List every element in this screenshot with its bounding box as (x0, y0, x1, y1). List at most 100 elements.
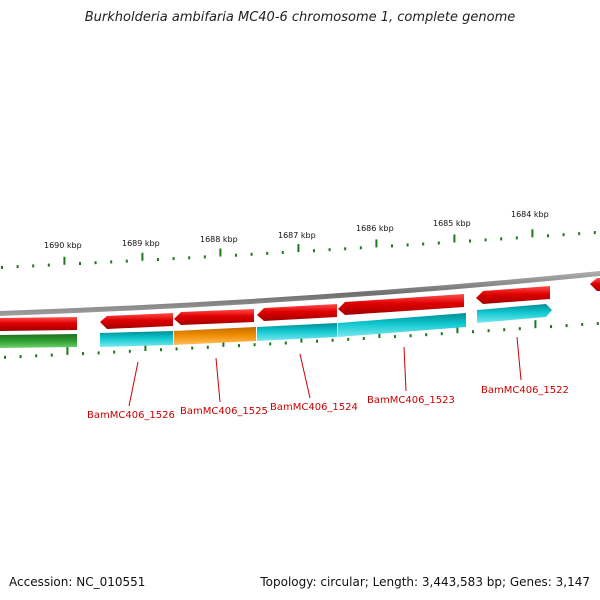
gene-arrow[interactable] (590, 278, 600, 291)
major-tick (453, 234, 456, 243)
gene-arrow[interactable] (174, 309, 254, 325)
gene-label-1525[interactable]: BamMC406_1525 (180, 406, 268, 417)
gene-label-leaders (128, 336, 522, 407)
minor-tick (565, 324, 568, 328)
gene-label-1522[interactable]: BamMC406_1522 (481, 385, 569, 396)
minor-tick (472, 330, 474, 334)
minor-tick (596, 322, 599, 325)
minor-tick (110, 260, 113, 264)
major-tick (456, 325, 459, 334)
gene-arrow[interactable] (257, 304, 337, 321)
minor-tick (94, 261, 97, 265)
minor-tick (581, 323, 584, 326)
gene-arrow[interactable] (0, 317, 77, 331)
minor-tick (125, 259, 128, 263)
scale-label-1684: 1684 kbp (511, 210, 549, 219)
minor-tick (238, 344, 240, 348)
forward-strand-genes (0, 278, 600, 331)
minor-tick (47, 263, 50, 267)
minor-tick (79, 262, 81, 265)
minor-tick (578, 232, 581, 236)
minor-tick (562, 233, 565, 237)
scale-label-1689: 1689 kbp (122, 239, 160, 248)
minor-tick (269, 342, 272, 346)
gene-arrow[interactable] (338, 294, 464, 315)
minor-tick (160, 348, 162, 352)
minor-tick (172, 257, 175, 261)
minor-tick (284, 341, 287, 345)
minor-tick (547, 234, 549, 238)
gene-label-1526[interactable]: BamMC406_1526 (87, 410, 175, 421)
map-title: Burkholderia ambifaria MC40-6 chromosome… (84, 10, 516, 25)
minor-tick (32, 264, 35, 268)
minor-tick (191, 346, 194, 350)
minor-tick (1, 265, 3, 269)
major-tick (219, 248, 222, 257)
minor-tick (593, 231, 596, 235)
genome-backbone (0, 271, 600, 316)
minor-tick (500, 237, 503, 241)
minor-tick (487, 329, 490, 333)
topology-summary: Topology: circular; Length: 3,443,583 bp… (260, 575, 590, 589)
gene-block[interactable] (100, 331, 173, 347)
minor-tick (19, 355, 22, 359)
minor-tick (113, 350, 116, 354)
gene-block-green[interactable] (0, 334, 77, 348)
minor-tick (422, 242, 425, 246)
minor-tick (425, 333, 428, 337)
minor-tick (440, 332, 443, 336)
reverse-strand-genes (0, 304, 552, 348)
minor-tick (409, 334, 412, 338)
minor-tick (206, 345, 209, 349)
scale-label-1686: 1686 kbp (356, 224, 394, 233)
minor-tick (328, 248, 331, 252)
gene-arrow[interactable] (100, 313, 173, 329)
minor-tick (128, 349, 131, 353)
minor-tick (16, 265, 19, 269)
minor-tick (391, 244, 393, 248)
gene-block-highlight[interactable] (174, 327, 256, 345)
minor-tick (235, 253, 237, 257)
minor-tick (266, 251, 269, 255)
minor-tick (331, 338, 334, 342)
gene-label-1523[interactable]: BamMC406_1523 (367, 395, 455, 406)
gene-arrow[interactable] (476, 286, 550, 304)
minor-tick (250, 252, 253, 256)
minor-tick (253, 343, 256, 347)
minor-tick (362, 337, 365, 340)
minor-tick (82, 352, 84, 356)
outer-scale-ticks (1, 229, 596, 269)
major-tick (141, 252, 144, 261)
minor-tick (437, 241, 440, 245)
minor-tick (35, 354, 38, 358)
minor-tick (518, 327, 521, 331)
minor-tick (157, 258, 159, 261)
minor-tick (175, 347, 178, 351)
gene-block[interactable] (338, 313, 466, 337)
minor-tick (359, 246, 362, 250)
minor-tick (281, 251, 284, 254)
major-tick (66, 346, 69, 355)
minor-tick (550, 325, 552, 329)
major-tick (222, 338, 225, 347)
major-tick (375, 239, 378, 248)
major-tick (297, 244, 300, 253)
minor-tick (469, 239, 471, 243)
major-tick (534, 320, 537, 329)
minor-tick (515, 236, 518, 240)
gene-block[interactable] (257, 323, 337, 341)
minor-tick (394, 335, 396, 339)
minor-tick (50, 353, 53, 357)
major-tick (63, 256, 66, 265)
scale-label-1690: 1690 kbp (44, 241, 82, 250)
minor-tick (97, 351, 100, 355)
scale-label-1687: 1687 kbp (278, 231, 316, 240)
minor-tick (316, 339, 318, 343)
gene-arrow[interactable] (477, 304, 552, 323)
minor-tick (347, 337, 350, 341)
minor-tick (313, 249, 315, 253)
major-tick (531, 229, 534, 238)
scale-label-1685: 1685 kbp (433, 219, 471, 228)
gene-label-1524[interactable]: BamMC406_1524 (270, 402, 358, 413)
